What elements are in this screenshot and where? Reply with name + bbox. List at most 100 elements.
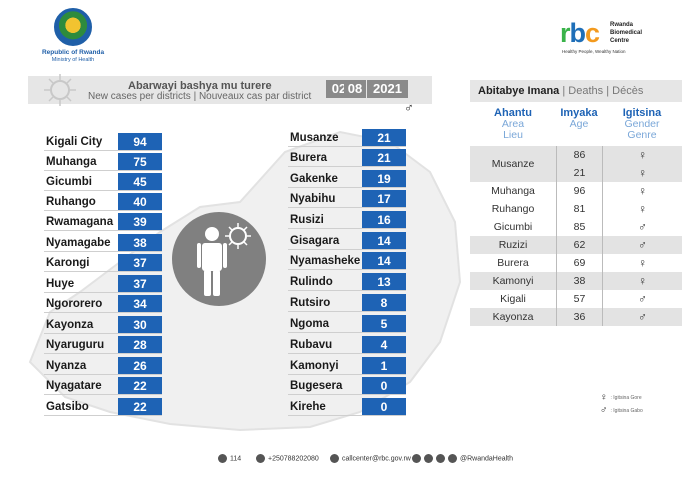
gender-icon: ♀: [602, 164, 682, 182]
district-row: Burera 21: [0, 149, 410, 167]
district-name: Muhanga: [46, 156, 97, 168]
column-header-place: Ahantu Area Lieu: [470, 108, 556, 141]
district-cases: 5: [362, 315, 406, 333]
district-name: Rwamagana: [46, 216, 114, 228]
age-cell: 21: [556, 164, 602, 182]
gender-icon: ♀: [602, 272, 682, 290]
district-cases: 22: [118, 377, 162, 395]
district-cases: 8: [362, 294, 406, 312]
age-cell: 69: [556, 254, 602, 272]
district-row: Kigali City 94: [0, 133, 170, 151]
rbc-logo-mark: rbc: [560, 18, 600, 48]
district-row: Karongi 37: [0, 254, 170, 272]
virus-icon: [44, 74, 76, 106]
district-row: Kamonyi 1: [0, 357, 410, 375]
gender-icon: ♂: [602, 290, 682, 308]
row-divider: [44, 210, 162, 211]
table-row: Gicumbi 85 ♂: [470, 218, 682, 236]
table-row: Muhanga 96 ♀: [470, 182, 682, 200]
person-icon: [197, 223, 251, 296]
footer-phone: +250788202080: [256, 454, 319, 463]
row-divider: [44, 170, 162, 171]
row-divider: [44, 292, 162, 293]
email-icon: [330, 454, 339, 463]
district-name: Huye: [46, 278, 75, 290]
deaths-title-en: Deaths: [568, 85, 604, 97]
district-name: Ruhango: [46, 196, 96, 208]
ministry-name: Ministry of Health: [51, 57, 95, 63]
row-divider: [44, 374, 162, 375]
district-name: Nyaruguru: [46, 339, 105, 351]
district-cases: 0: [362, 377, 406, 395]
row-divider: [288, 290, 406, 291]
age-cell: 62: [556, 236, 602, 254]
district-name: Nyabihu: [290, 193, 336, 205]
district-cases: 37: [118, 254, 162, 272]
row-divider: [288, 228, 406, 229]
district-name: Kayonza: [46, 319, 94, 331]
district-cases: 17: [362, 190, 406, 208]
district-row: Ruhango 40: [0, 193, 170, 211]
row-divider: [288, 394, 406, 395]
header-en: Area: [501, 118, 525, 130]
person-virus-circle: [172, 212, 266, 306]
district-cases: 14: [362, 252, 406, 270]
district-cases: 22: [118, 398, 162, 416]
row-divider: [288, 269, 406, 270]
twitter-icon: [412, 454, 421, 463]
rwanda-seal-icon: [54, 8, 92, 46]
phone-icon: [218, 454, 227, 463]
district-row: Rubavu 4: [0, 336, 410, 354]
place-cell: Kamonyi: [492, 275, 534, 287]
row-divider: [288, 187, 406, 188]
district-row: Musanze 21: [0, 129, 410, 147]
gender-icon: ♂: [602, 236, 682, 254]
district-name: Nyamasheke: [290, 255, 361, 267]
district-name: Karongi: [46, 257, 90, 269]
legend-male: ♂: Igitsina Gabo: [600, 405, 643, 416]
separator: |: [559, 85, 569, 97]
district-name: Gakenke: [290, 173, 338, 185]
row-divider: [44, 353, 162, 354]
date-year: 2021: [367, 80, 408, 98]
district-row: Nyamagabe 38: [0, 234, 170, 252]
district-name: Kigali City: [46, 136, 103, 148]
row-divider: [44, 394, 162, 395]
district-cases: 0: [362, 398, 406, 416]
title-en-fr: New cases per districts | Nouveaux cas p…: [88, 91, 312, 102]
row-divider: [288, 166, 406, 167]
district-cases: 75: [118, 153, 162, 171]
age-cell: 96: [556, 182, 602, 200]
title-kinyarwanda: Abarwayi bashya mu turere: [128, 80, 272, 92]
row-divider: [288, 249, 406, 250]
email-text: callcenter@rbc.gov.rw: [342, 455, 411, 463]
phone-text: +250788202080: [268, 455, 319, 463]
gender-icon: ♀: [602, 254, 682, 272]
male-symbol-icon: ♂: [404, 100, 414, 115]
table-row: Kamonyi 38 ♀: [470, 272, 682, 290]
district-row: Rutsiro 8: [0, 294, 410, 312]
row-divider: [288, 311, 406, 312]
district-row: Ngoma 5: [0, 315, 410, 333]
gender-icon: ♀: [602, 200, 682, 218]
row-divider: [44, 190, 162, 191]
row-divider: [288, 415, 406, 416]
table-row: Kayonza 36 ♂: [470, 308, 682, 326]
rbc-name-line: Rwanda: [610, 22, 634, 28]
place-cell: Kayonza: [492, 311, 534, 323]
district-row: Nyaruguru 28: [0, 336, 170, 354]
district-row: Kirehe 0: [0, 398, 410, 416]
district-cases: 16: [362, 211, 406, 229]
district-cases: 28: [118, 336, 162, 354]
district-name: Gatsibo: [46, 401, 89, 413]
district-name: Gicumbi: [46, 176, 93, 188]
header-fr: Lieu: [503, 129, 523, 141]
gender-icon: ♀: [602, 182, 682, 200]
footer-email: callcenter@rbc.gov.rw: [330, 454, 411, 463]
column-header-age: Imyaka Age: [556, 108, 602, 130]
date-month: 08: [344, 80, 366, 98]
district-row: Kayonza 30: [0, 316, 170, 334]
district-name: Kamonyi: [290, 360, 339, 372]
district-cases: 40: [118, 193, 162, 211]
youtube-icon: [448, 454, 457, 463]
